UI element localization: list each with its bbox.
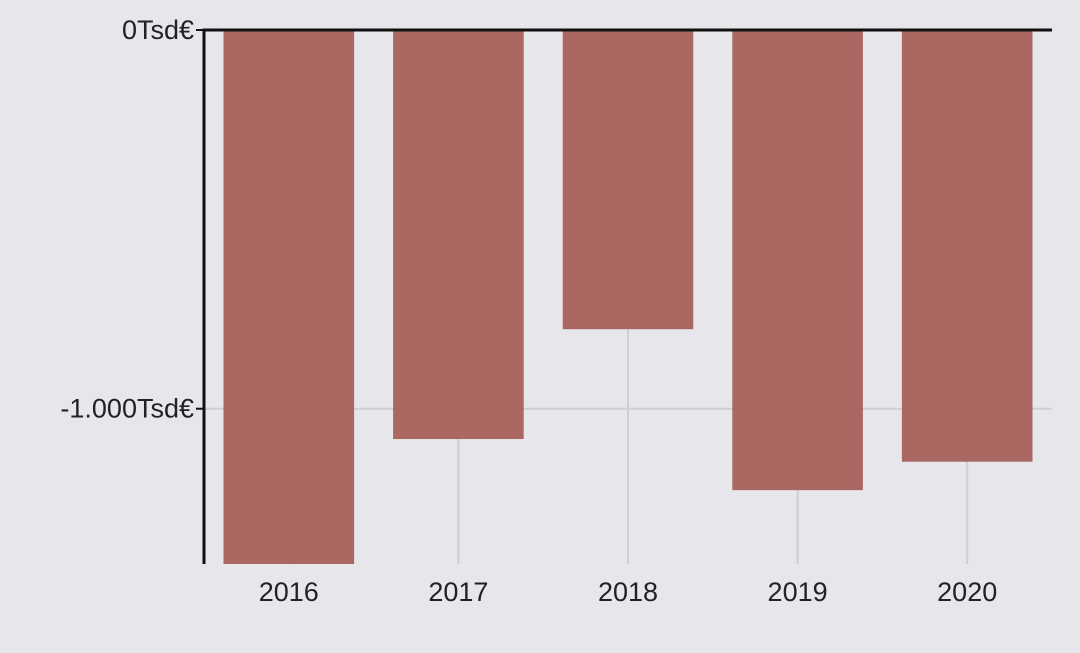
bar-2018 <box>562 30 694 330</box>
x-tick-labels: 2016 2017 2018 2019 2020 <box>259 577 997 607</box>
x-tick-label-2019: 2019 <box>768 577 828 607</box>
y-tick-label: -1.000Tsd€ <box>60 394 194 424</box>
bar-2020 <box>901 30 1033 462</box>
bar-2019 <box>732 30 863 491</box>
x-tick-label-2016: 2016 <box>259 577 319 607</box>
y-tick-labels: 0Tsd€ -1.000Tsd€ <box>60 15 194 424</box>
bar-2016 <box>223 30 355 564</box>
x-tick-label-2018: 2018 <box>598 577 658 607</box>
bar-2017 <box>393 30 524 440</box>
y-tick-label: 0Tsd€ <box>122 15 194 45</box>
x-tick-label-2017: 2017 <box>428 577 488 607</box>
x-tick-label-2020: 2020 <box>937 577 997 607</box>
axes <box>196 28 1052 564</box>
bars <box>223 30 1033 564</box>
